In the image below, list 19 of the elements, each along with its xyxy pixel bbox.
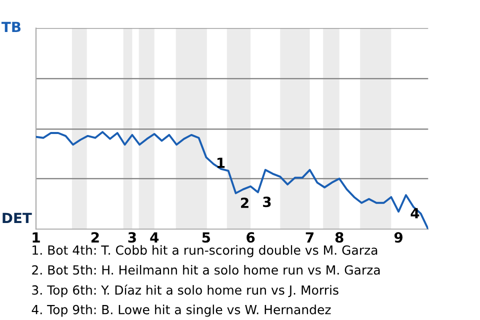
annotation: 3 [263, 196, 271, 208]
x-tick-label: 1 [32, 232, 40, 242]
annotation: 4 [410, 208, 420, 218]
x-tick-label: 9 [394, 232, 403, 243]
text: TB [2, 22, 21, 32]
text: 3. Top 6th: Y. Díaz hit a solo home run vs J. Morris [32, 284, 338, 298]
x-tick-label: 7 [306, 232, 314, 242]
text: 2. Bot 5th: H. Heilmann hit a solo home run vs M. Garza [32, 264, 380, 275]
text: DET [2, 212, 32, 224]
x-tick-label: 2 [91, 232, 99, 242]
x-tick-label: 4 [150, 232, 159, 242]
x-tick-label: 8 [335, 232, 344, 243]
text: 4. Top 9th: B. Lowe hit a single vs W. Hernandez [32, 304, 331, 317]
annotation: 1 [217, 158, 225, 168]
x-tick-label: 6 [246, 232, 255, 243]
x-tick-label: 5 [202, 232, 210, 243]
x-tick-label: 3 [128, 232, 136, 243]
annotation: 2 [241, 198, 248, 208]
text: 1. Bot 4th: T. Cobb hit a run-scoring double vs M. Garza [32, 245, 378, 258]
